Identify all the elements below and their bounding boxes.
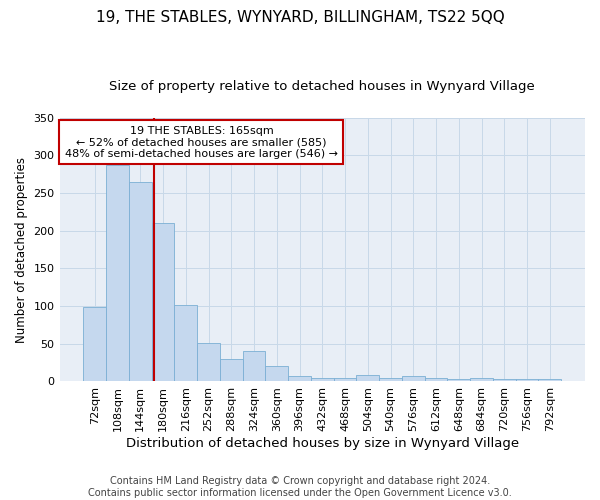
Bar [402,376,425,382]
Bar [242,352,265,382]
Bar [129,182,152,382]
Y-axis label: Number of detached properties: Number of detached properties [15,156,28,342]
Bar [515,379,538,382]
Bar [265,366,288,382]
Bar [538,379,561,382]
Bar [470,378,493,382]
Bar [175,306,197,382]
Bar [493,379,515,382]
Bar [425,378,448,382]
Bar [334,378,356,382]
Title: Size of property relative to detached houses in Wynyard Village: Size of property relative to detached ho… [109,80,535,93]
Bar [448,379,470,382]
Bar [152,223,175,382]
Bar [83,307,106,382]
Bar [356,376,379,382]
Bar [106,165,129,382]
X-axis label: Distribution of detached houses by size in Wynyard Village: Distribution of detached houses by size … [126,437,519,450]
Bar [220,359,242,382]
Bar [197,343,220,382]
Bar [288,376,311,382]
Bar [379,378,402,382]
Text: 19, THE STABLES, WYNYARD, BILLINGHAM, TS22 5QQ: 19, THE STABLES, WYNYARD, BILLINGHAM, TS… [95,10,505,25]
Text: Contains HM Land Registry data © Crown copyright and database right 2024.
Contai: Contains HM Land Registry data © Crown c… [88,476,512,498]
Bar [311,378,334,382]
Text: 19 THE STABLES: 165sqm
← 52% of detached houses are smaller (585)
48% of semi-de: 19 THE STABLES: 165sqm ← 52% of detached… [65,126,338,159]
